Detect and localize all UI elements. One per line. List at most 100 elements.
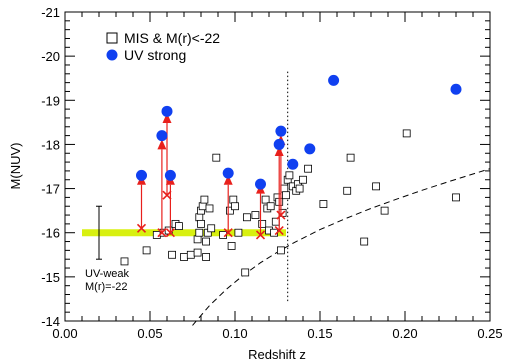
mis-square-point <box>180 253 188 261</box>
mis-square-point <box>168 250 177 259</box>
mis-square-point <box>197 219 205 228</box>
mis-square-point <box>205 204 214 213</box>
mis-square-point <box>343 186 352 195</box>
mis-square-point <box>295 184 304 193</box>
mis-square-point <box>266 202 275 211</box>
mis-square-point <box>285 171 294 180</box>
arrow-head <box>223 174 233 185</box>
uv-strong-point <box>156 130 168 142</box>
y-axis-title: M(NUV) <box>8 143 23 190</box>
mis-square-point <box>193 235 202 244</box>
uv-strong-point <box>275 125 287 137</box>
mis-square-point <box>372 182 381 191</box>
y-tick-label: -16 <box>41 226 60 241</box>
error-bar-layer <box>96 205 102 260</box>
x-tick-labels: 0.00 0.05 0.10 0.15 0.20 0.25 <box>52 326 502 341</box>
mis-square-point <box>231 202 239 211</box>
mis-square-point <box>142 246 151 255</box>
mis-square-point <box>202 253 211 261</box>
mis-square-point <box>452 193 460 202</box>
mis-square-point <box>195 213 204 222</box>
mis-square-point <box>242 213 251 222</box>
y-tick-labels: -14 -15 -16 -17 -18 -19 -20 -21 <box>41 5 60 329</box>
arrow-cross <box>165 228 175 238</box>
mis-square-point <box>120 257 129 266</box>
mis-square-point <box>202 237 211 246</box>
mis-square-point <box>261 195 270 204</box>
mis-square-point <box>174 222 183 230</box>
mis-square-point <box>319 200 328 208</box>
mis-square-point <box>200 195 209 204</box>
y-tick-label: -18 <box>41 137 60 152</box>
mis-square-point <box>258 219 267 228</box>
arrow-cross <box>255 230 266 240</box>
dashed-curve <box>192 168 491 326</box>
annotation-mr: M(r)=-22 <box>85 281 127 293</box>
x-tick-label: 0.00 <box>52 326 77 341</box>
mis-square-point <box>304 164 313 173</box>
arrow-cross <box>136 223 147 233</box>
mis-square-point <box>251 211 260 219</box>
x-tick-label: 0.10 <box>222 326 247 341</box>
arrow-cross <box>223 228 233 238</box>
uv-strong-point <box>304 143 316 155</box>
arrow-head <box>157 139 167 150</box>
uv-strong-point <box>328 74 340 86</box>
uv-strong-point <box>222 167 234 179</box>
mis-square-point <box>212 153 221 162</box>
mis-square-point <box>241 268 250 277</box>
mis-square-point <box>195 228 204 237</box>
y-tick-label: -14 <box>41 314 60 329</box>
x-axis-title: Redshift z <box>248 347 306 362</box>
uv-strong-point <box>255 178 266 190</box>
arrow-cross <box>157 228 167 238</box>
mis-square-point <box>186 250 195 259</box>
arrow-cross <box>162 190 172 200</box>
uv-strong-point <box>450 83 462 95</box>
mis-square-point <box>276 246 285 255</box>
dashed-curve-layer <box>192 168 491 326</box>
arrow-cross <box>274 225 284 236</box>
x-tick-label: 0.25 <box>477 326 502 341</box>
mis-square-point <box>207 224 216 233</box>
mis-square-point <box>225 206 234 215</box>
uv-strong-point <box>161 105 173 117</box>
mis-square-point <box>402 129 411 138</box>
ticks-layer <box>64 11 491 322</box>
mis-square-point <box>346 153 355 162</box>
x-tick-label: 0.05 <box>137 326 162 341</box>
mis-square-point <box>280 184 289 193</box>
mis-square-point <box>360 237 369 246</box>
y-tick-label: -19 <box>41 93 60 108</box>
mis-square-point <box>229 195 238 204</box>
y-tick-label: -15 <box>41 270 60 285</box>
legend-circle-marker <box>106 49 118 61</box>
mis-square-point <box>234 228 243 237</box>
uv-strong-point <box>273 138 285 150</box>
mis-square-point <box>227 242 236 250</box>
mis-square-point <box>193 248 202 257</box>
arrows-layer <box>136 112 286 240</box>
uv-strong-point <box>136 169 147 181</box>
legend-square-marker <box>106 32 118 44</box>
mis-square-point <box>380 206 389 215</box>
mis-square-point <box>299 175 307 184</box>
annotation-uv-weak: UV-weak <box>85 268 130 280</box>
plot-frame <box>64 11 491 322</box>
x-tick-label: 0.20 <box>392 326 417 341</box>
mis-square-point <box>271 217 280 226</box>
arrow-head <box>162 112 172 123</box>
mis-square-point <box>282 191 290 200</box>
uv-strong-layer <box>136 74 462 190</box>
legend: MIS & M(r)<-22 UV strong <box>106 30 220 63</box>
x-tick-label: 0.15 <box>307 326 332 341</box>
mis-square-point <box>198 202 207 211</box>
legend-label-uv-strong: UV strong <box>124 47 186 63</box>
y-tick-label: -17 <box>41 182 60 197</box>
uv-strong-point <box>164 169 176 181</box>
arrow-cross <box>276 210 286 220</box>
y-tick-label: -20 <box>41 49 60 64</box>
legend-label-mis: MIS & M(r)<-22 <box>124 30 220 46</box>
